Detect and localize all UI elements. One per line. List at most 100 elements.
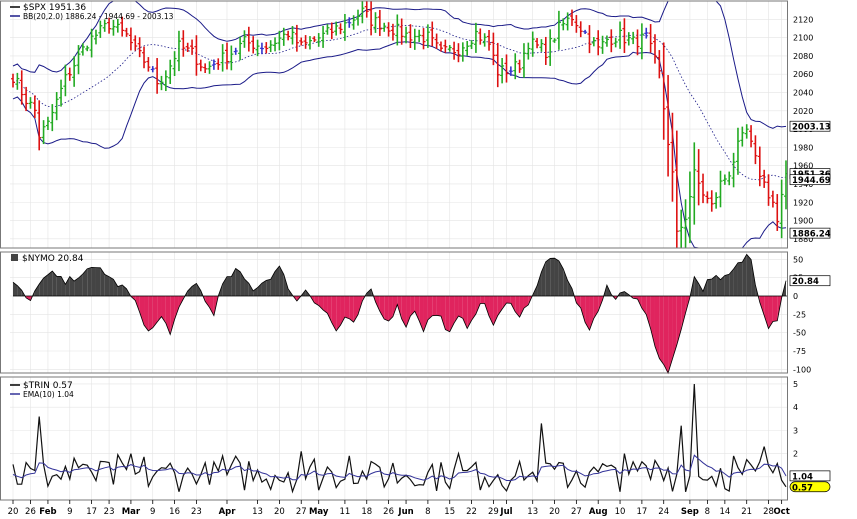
nymo-negative-area bbox=[161, 296, 166, 324]
ohlc-bar bbox=[351, 15, 356, 30]
value-tag bbox=[789, 174, 831, 186]
nymo-positive-area bbox=[554, 258, 559, 296]
ohlc-bar bbox=[513, 53, 518, 80]
nymo-negative-area bbox=[427, 296, 433, 320]
ohlc-bar bbox=[24, 86, 29, 112]
ohlc-bar bbox=[259, 42, 264, 55]
x-tick-label: 13 bbox=[252, 507, 263, 517]
ohlc-bar bbox=[556, 10, 561, 50]
x-tick-label: 23 bbox=[104, 507, 115, 517]
ohlc-bar bbox=[102, 19, 107, 32]
ohlc-bar bbox=[255, 39, 260, 57]
ohlc-bar bbox=[85, 45, 90, 52]
ohlc-bar bbox=[618, 21, 623, 49]
nymo-negative-area bbox=[484, 296, 490, 316]
ohlc-bar bbox=[652, 34, 657, 64]
nymo-positive-area bbox=[253, 287, 258, 296]
nymo-positive-area bbox=[69, 276, 75, 296]
ohlc-bar bbox=[251, 36, 256, 54]
nymo-negative-area bbox=[585, 296, 590, 331]
x-tick-label: 17 bbox=[86, 507, 97, 517]
ema-line bbox=[12, 454, 787, 481]
nymo-negative-area bbox=[515, 296, 520, 318]
nymo-positive-area bbox=[52, 271, 57, 296]
nymo-positive-area bbox=[729, 268, 734, 296]
nymo-positive-area bbox=[545, 258, 551, 296]
x-tick-label: 17 bbox=[636, 507, 647, 517]
ohlc-bar bbox=[181, 30, 186, 57]
spx-price-panel bbox=[11, 0, 788, 249]
nymo-positive-area bbox=[275, 266, 280, 296]
nymo-negative-area bbox=[336, 296, 341, 331]
nymo-negative-area bbox=[506, 296, 511, 304]
ohlc-bar bbox=[190, 39, 195, 55]
value-tag bbox=[789, 227, 831, 239]
x-tick-label: 18 bbox=[361, 507, 372, 517]
nymo-negative-area bbox=[353, 296, 359, 323]
nymo-negative-area bbox=[384, 296, 389, 322]
bb-lower-band bbox=[12, 41, 787, 249]
ohlc-bar bbox=[50, 104, 55, 132]
nymo-positive-area bbox=[104, 274, 110, 296]
trin-panel bbox=[12, 383, 787, 494]
nymo-negative-area bbox=[641, 296, 647, 315]
y-tick-label: 2060 bbox=[793, 70, 813, 79]
ohlc-bar bbox=[465, 40, 470, 56]
y-tick-label: 0 bbox=[793, 292, 798, 301]
nymo-positive-area bbox=[187, 286, 193, 296]
y-tick-label: 1960 bbox=[793, 162, 813, 171]
ohlc-bar bbox=[504, 54, 509, 83]
nymo-negative-area bbox=[471, 296, 476, 321]
nymo-positive-area bbox=[17, 285, 22, 296]
nymo-positive-area bbox=[737, 262, 743, 296]
ohlc-bar bbox=[15, 72, 20, 90]
ohlc-bar bbox=[565, 12, 570, 31]
nymo-positive-area bbox=[694, 276, 699, 296]
nymo-positive-area bbox=[567, 280, 573, 296]
value-tag bbox=[789, 120, 831, 132]
spx-legend-label: $SPX 1951.36 bbox=[23, 3, 86, 13]
ohlc-bar bbox=[635, 29, 640, 56]
x-tick-label: Jul bbox=[499, 507, 512, 517]
panel-frame bbox=[0, 0, 788, 249]
nymo-negative-area bbox=[475, 296, 481, 315]
ohlc-bar bbox=[735, 127, 740, 175]
ohlc-bar bbox=[76, 45, 81, 75]
nymo-positive-area bbox=[39, 277, 44, 296]
ohlc-bar bbox=[452, 41, 457, 60]
nymo-negative-area bbox=[772, 296, 778, 322]
ohlc-bar bbox=[574, 15, 579, 33]
ohlc-bar bbox=[246, 26, 251, 52]
ohlc-bar bbox=[482, 33, 487, 47]
nymo-positive-area bbox=[82, 268, 88, 296]
nymo-negative-area bbox=[165, 296, 171, 335]
nymo-legend: $NYMO 20.84 bbox=[11, 254, 84, 264]
nymo-positive-area bbox=[113, 279, 118, 296]
nymo-negative-area bbox=[589, 296, 594, 331]
ema-legend-label: EMA(10) 1.04 bbox=[23, 390, 74, 399]
x-tick-label: 26 bbox=[25, 507, 36, 517]
ohlc-bar bbox=[390, 23, 395, 41]
x-tick-label: 20 bbox=[549, 507, 560, 517]
x-tick-label: 15 bbox=[444, 507, 455, 517]
ohlc-bar bbox=[185, 42, 190, 53]
nymo-negative-area bbox=[144, 296, 149, 331]
ohlc-bar bbox=[670, 112, 675, 202]
ohlc-bar bbox=[277, 30, 282, 51]
ohlc-bar bbox=[124, 27, 129, 37]
x-tick-label: Mar bbox=[122, 507, 141, 517]
nymo-legend-swatch bbox=[11, 254, 18, 261]
spx-legend: $SPX 1951.36 BB(20,2.0) 1886.24 - 1944.6… bbox=[10, 3, 174, 21]
nymo-positive-area bbox=[91, 267, 96, 296]
nymo-negative-area bbox=[519, 296, 524, 318]
y-tick-label: 2080 bbox=[793, 52, 813, 61]
nymo-positive-area bbox=[746, 254, 752, 296]
bb-middle-band bbox=[12, 24, 787, 181]
nymo-positive-area bbox=[724, 274, 730, 296]
ohlc-bar bbox=[521, 43, 526, 78]
ohlc-bar bbox=[220, 44, 225, 72]
ohlc-bar bbox=[176, 30, 181, 72]
x-tick-label: Jun bbox=[397, 507, 413, 517]
ohlc-bar bbox=[447, 45, 452, 52]
y-tick-label: 1920 bbox=[793, 198, 813, 207]
